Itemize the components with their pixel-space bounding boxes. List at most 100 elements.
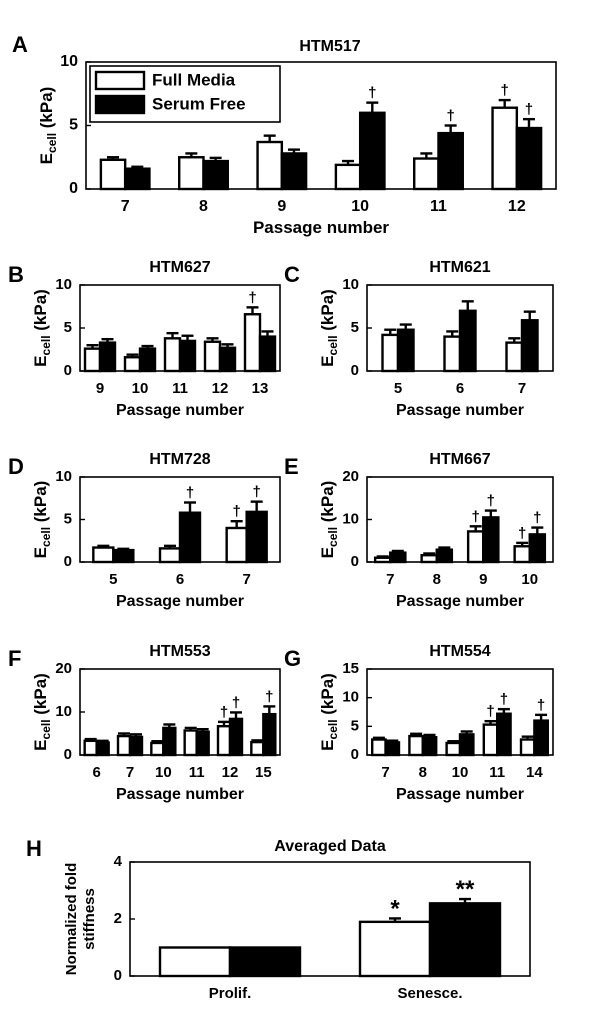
category-label: 11 bbox=[189, 764, 205, 781]
significance-mark: † bbox=[486, 703, 494, 720]
category-label: 13 bbox=[252, 380, 269, 397]
y-axis-label-main: E bbox=[31, 547, 50, 558]
y-tick-label: 10 bbox=[342, 276, 359, 293]
significance-mark: † bbox=[186, 485, 194, 502]
panel-letter: D bbox=[8, 454, 24, 479]
category-label: 6 bbox=[456, 380, 464, 397]
y-tick-label: 0 bbox=[351, 746, 359, 763]
y-axis-label-sub: cell bbox=[39, 335, 53, 355]
bar-serum-free bbox=[258, 335, 277, 373]
significance-mark: * bbox=[390, 895, 400, 922]
y-tick-label: 0 bbox=[351, 553, 359, 570]
bar-serum-free bbox=[389, 551, 407, 564]
bar-full-media bbox=[513, 545, 531, 564]
y-axis-label-sub: cell bbox=[45, 133, 59, 153]
bar-serum-free bbox=[178, 511, 202, 564]
x-axis-label: Passage number bbox=[396, 786, 524, 803]
y-tick-label: 5 bbox=[351, 319, 359, 336]
y-tick-label: 0 bbox=[64, 362, 72, 379]
category-label: 8 bbox=[433, 571, 441, 588]
category-label: 5 bbox=[394, 380, 402, 397]
legend: Full Media Serum Free bbox=[89, 65, 281, 123]
legend-swatch-full-media bbox=[94, 70, 146, 91]
category-label: 9 bbox=[96, 380, 104, 397]
bar-serum-free bbox=[496, 712, 512, 757]
bar-serum-free bbox=[138, 347, 157, 373]
bar-full-media bbox=[92, 546, 115, 564]
bar-serum-free bbox=[202, 159, 229, 191]
bar-full-media bbox=[505, 341, 524, 373]
bar-serum-free bbox=[458, 309, 477, 373]
chart-title: HTM517 bbox=[299, 38, 360, 55]
chart-title: HTM627 bbox=[149, 259, 210, 276]
panel-letter: B bbox=[8, 262, 24, 287]
bar-serum-free bbox=[112, 548, 135, 564]
category-label: 10 bbox=[452, 764, 469, 781]
category-label: 6 bbox=[92, 764, 100, 781]
y-axis-label: Ecell (kPa) bbox=[318, 673, 340, 751]
panel-letter: C bbox=[284, 262, 300, 287]
category-label: 10 bbox=[132, 380, 149, 397]
bar-full-media bbox=[158, 547, 182, 564]
category-label: 11 bbox=[172, 380, 188, 397]
legend-label-full-media: Full Media bbox=[152, 70, 236, 89]
y-axis-label: Ecell (kPa) bbox=[318, 481, 340, 559]
panel-g: G HTM554 7 8 10 † † 11 † 14 0 5 10 15 Passage number Ec… bbox=[284, 643, 554, 803]
category-label: 9 bbox=[479, 571, 487, 588]
chart-title: HTM553 bbox=[149, 643, 210, 660]
significance-mark: † bbox=[446, 108, 454, 125]
bar-full-media bbox=[216, 724, 232, 757]
category-label: 10 bbox=[155, 764, 172, 781]
category-label: Senesce. bbox=[397, 985, 462, 1002]
y-axis-label-sub: cell bbox=[326, 335, 340, 355]
y-axis-label-line2: stiffness bbox=[81, 888, 98, 950]
x-axis-label: Passage number bbox=[396, 593, 524, 610]
category-label: 7 bbox=[126, 764, 134, 781]
bar-serum-free bbox=[245, 510, 268, 564]
y-axis-label-sub: cell bbox=[39, 527, 53, 547]
bar-serum-free bbox=[520, 319, 539, 373]
panel-letter: F bbox=[8, 646, 21, 671]
category-label: 8 bbox=[419, 764, 427, 781]
category-label: 7 bbox=[121, 198, 130, 215]
plot-frame bbox=[366, 668, 554, 756]
y-tick-label: 10 bbox=[342, 510, 359, 527]
panel-letter: G bbox=[284, 646, 301, 671]
y-tick-label: 0 bbox=[64, 746, 72, 763]
y-axis-label: Ecell (kPa) bbox=[31, 289, 53, 367]
panel-h: H Averaged DataProlif.***Senesce.024Norma… bbox=[26, 836, 531, 1002]
significance-mark: † bbox=[232, 503, 240, 520]
bar-full-media bbox=[83, 739, 98, 757]
category-label: 7 bbox=[242, 571, 250, 588]
significance-mark: † bbox=[500, 691, 508, 708]
y-tick-label: 5 bbox=[351, 717, 359, 734]
category-label: 7 bbox=[381, 764, 389, 781]
bar-full-media bbox=[413, 157, 440, 191]
y-axis-label-unit: (kPa) bbox=[318, 673, 337, 719]
y-axis-label-main: E bbox=[318, 739, 337, 750]
y-axis-label-unit: (kPa) bbox=[31, 481, 50, 527]
panel-a: A HTM517 7 8 9 † 10 † 11 † † 12 0 5 10 Passage number Ec… bbox=[12, 32, 557, 237]
y-axis-label-sub: cell bbox=[326, 719, 340, 739]
bar-serum-free bbox=[128, 735, 144, 757]
x-axis-label: Passage number bbox=[253, 218, 389, 237]
bar-full-media bbox=[408, 734, 424, 757]
y-tick-label: 0 bbox=[69, 180, 78, 197]
bar-full-media bbox=[466, 530, 485, 564]
bar-full-media bbox=[420, 554, 438, 564]
bar-full-media bbox=[123, 356, 142, 373]
legend-swatch-serum-free bbox=[94, 94, 146, 115]
bar-full-media bbox=[83, 347, 102, 373]
bar-serum-free bbox=[195, 730, 210, 757]
y-tick-label: 5 bbox=[64, 510, 72, 527]
bar-serum-free bbox=[437, 131, 464, 191]
significance-mark: † bbox=[252, 484, 260, 501]
chart-title: HTM621 bbox=[429, 259, 490, 276]
legend-label-serum-free: Serum Free bbox=[152, 94, 246, 113]
bar-full-media bbox=[158, 946, 232, 978]
bar-serum-free bbox=[123, 167, 151, 191]
bar-full-media bbox=[256, 140, 284, 191]
bar-serum-free bbox=[515, 126, 543, 191]
panel-c: C HTM621 5 6 7 0 5 10 Passage number Ecell (kPa) bbox=[284, 259, 554, 419]
bar-full-media bbox=[203, 340, 222, 373]
